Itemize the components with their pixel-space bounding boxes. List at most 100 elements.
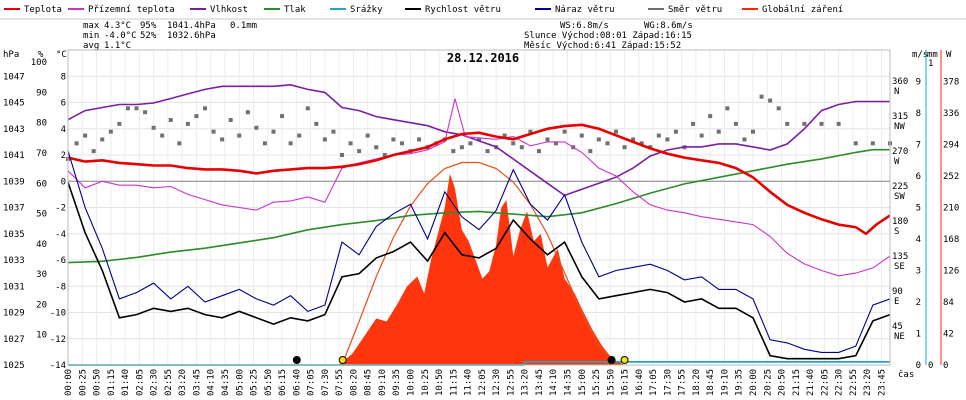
- tick-w: 210: [943, 204, 959, 214]
- series-wind-direction-point: [322, 137, 327, 142]
- stats-block: max 4.3°C 95% 1041.4hPa 0.1mm min -4.0°C 52% 103…: [83, 21, 693, 51]
- tick-w: 336: [943, 109, 959, 119]
- series-wind-direction-point: [673, 129, 678, 134]
- legend-label: Teplota: [24, 5, 62, 15]
- series-wind-direction-point: [691, 121, 696, 126]
- tick-time: 03:20: [178, 369, 188, 396]
- series-wind-direction-point: [288, 141, 293, 146]
- series-wind-direction-point: [245, 110, 250, 115]
- tick-hpa: 1033: [3, 256, 25, 266]
- stat-min-press: 1032.6hPa: [167, 31, 216, 41]
- tick-hpa: 1035: [3, 230, 25, 240]
- tick-dir-label: NW: [894, 122, 905, 132]
- tick-time: 04:10: [207, 369, 217, 396]
- stat-min-temp: -4.0°C: [104, 31, 137, 41]
- tick-w: 0: [943, 361, 948, 371]
- tick-time: 00:50: [93, 369, 103, 396]
- series-wind-direction-point: [562, 129, 567, 134]
- tick-time: 23:45: [877, 369, 887, 396]
- tick-mm: 0: [928, 361, 933, 371]
- tick-temp: -2: [55, 204, 66, 214]
- stat-max-hum: 95%: [140, 21, 157, 31]
- tick-w: 168: [943, 235, 959, 245]
- series-wind-direction-point: [83, 133, 88, 138]
- tick-dir-label: W: [894, 157, 900, 167]
- tick-w: 252: [943, 172, 959, 182]
- tick-temp: 8: [61, 72, 66, 82]
- tick-time: 07:30: [321, 369, 331, 396]
- tick-time: 09:35: [392, 369, 402, 396]
- tick-dir-label: SE: [894, 262, 905, 272]
- legend-label: Přízemní teplota: [88, 5, 175, 15]
- stat-min-label: min: [83, 31, 99, 41]
- series-wind-direction-point: [536, 149, 541, 154]
- axis-unit-pct: %: [38, 50, 44, 60]
- moonrise-marker: [292, 356, 301, 364]
- stat-ws: WS:6.8m/s: [560, 21, 609, 31]
- tick-time: 20:50: [778, 369, 788, 396]
- tick-temp: -10: [50, 309, 66, 319]
- series-wind-direction-point: [91, 149, 96, 154]
- series-wind-direction-point: [485, 149, 490, 154]
- tick-hpa: 1029: [3, 309, 25, 319]
- series-wind-direction-point: [785, 121, 790, 126]
- tick-time: 07:05: [307, 369, 317, 396]
- series-humidity: [67, 83, 890, 197]
- series-wind-direction-point: [622, 145, 627, 150]
- series-wind-direction-point: [733, 121, 738, 126]
- series-wind-direction-point: [185, 121, 190, 126]
- tick-w: 378: [943, 78, 959, 88]
- series-wind-direction-point: [168, 118, 173, 122]
- series-wind-direction-point: [374, 145, 379, 150]
- tick-time: 15:25: [592, 369, 602, 396]
- tick-temp: 6: [61, 99, 66, 109]
- tick-mm: 1: [928, 59, 933, 69]
- tick-dir-deg: 135: [892, 252, 908, 262]
- tick-ms: 4: [916, 235, 921, 245]
- series-wind-direction-point: [502, 133, 507, 138]
- tick-ms: 0: [916, 361, 921, 371]
- stat-avg-temp: 1.1°C: [104, 41, 131, 51]
- series-wind-direction-point: [596, 137, 601, 142]
- series-clear-sky-radiation: [341, 161, 617, 366]
- series-wind-direction-point: [417, 137, 422, 142]
- tick-temp: -8: [55, 282, 66, 292]
- stat-max-label: max: [83, 21, 100, 31]
- tick-time: 17:55: [678, 369, 688, 396]
- legend-label: Vlhkost: [210, 5, 248, 15]
- series-wind-direction-point: [639, 141, 644, 146]
- sunset-marker: [620, 356, 629, 364]
- tick-time: 11:15: [449, 369, 459, 396]
- series-wind-direction-point: [836, 121, 841, 126]
- tick-pct: 90: [36, 88, 47, 98]
- series-wind-direction-point: [203, 106, 207, 111]
- tick-time: 16:15: [621, 369, 631, 396]
- axis-unit-mm: mm: [927, 50, 938, 60]
- tick-dir-label: NE: [894, 332, 905, 342]
- tick-time: 18:20: [692, 369, 702, 396]
- tick-pct: 20: [36, 300, 47, 310]
- series-wind-direction-point: [545, 137, 550, 142]
- series-wind-direction-point: [528, 129, 533, 134]
- tick-time: 20:00: [749, 369, 759, 396]
- tick-time: 15:50: [606, 369, 616, 396]
- tick-dir-deg: 225: [892, 182, 908, 192]
- series-wind-direction-point: [117, 121, 122, 126]
- tick-time: 08:45: [364, 369, 374, 396]
- tick-time: 23:20: [863, 369, 873, 396]
- tick-hpa: 1047: [3, 72, 25, 82]
- tick-w: 84: [943, 298, 954, 308]
- series-wind-speed: [67, 182, 891, 360]
- axis-unit-temp: °C: [56, 50, 67, 60]
- tick-time: 05:00: [235, 369, 245, 396]
- tick-hpa: 1041: [3, 151, 25, 161]
- tick-dir-label: S: [894, 227, 899, 237]
- stat-sun: Slunce Východ:08:01 Západ:16:15: [524, 31, 692, 41]
- series-wind-direction-point: [357, 149, 362, 154]
- tick-time: 02:05: [135, 369, 145, 396]
- tick-time: 15:00: [578, 369, 588, 396]
- series-wind-direction-point: [870, 141, 875, 146]
- tick-time: 14:35: [563, 369, 573, 396]
- tick-time: 17:05: [649, 369, 659, 396]
- tick-temp: -6: [55, 256, 66, 266]
